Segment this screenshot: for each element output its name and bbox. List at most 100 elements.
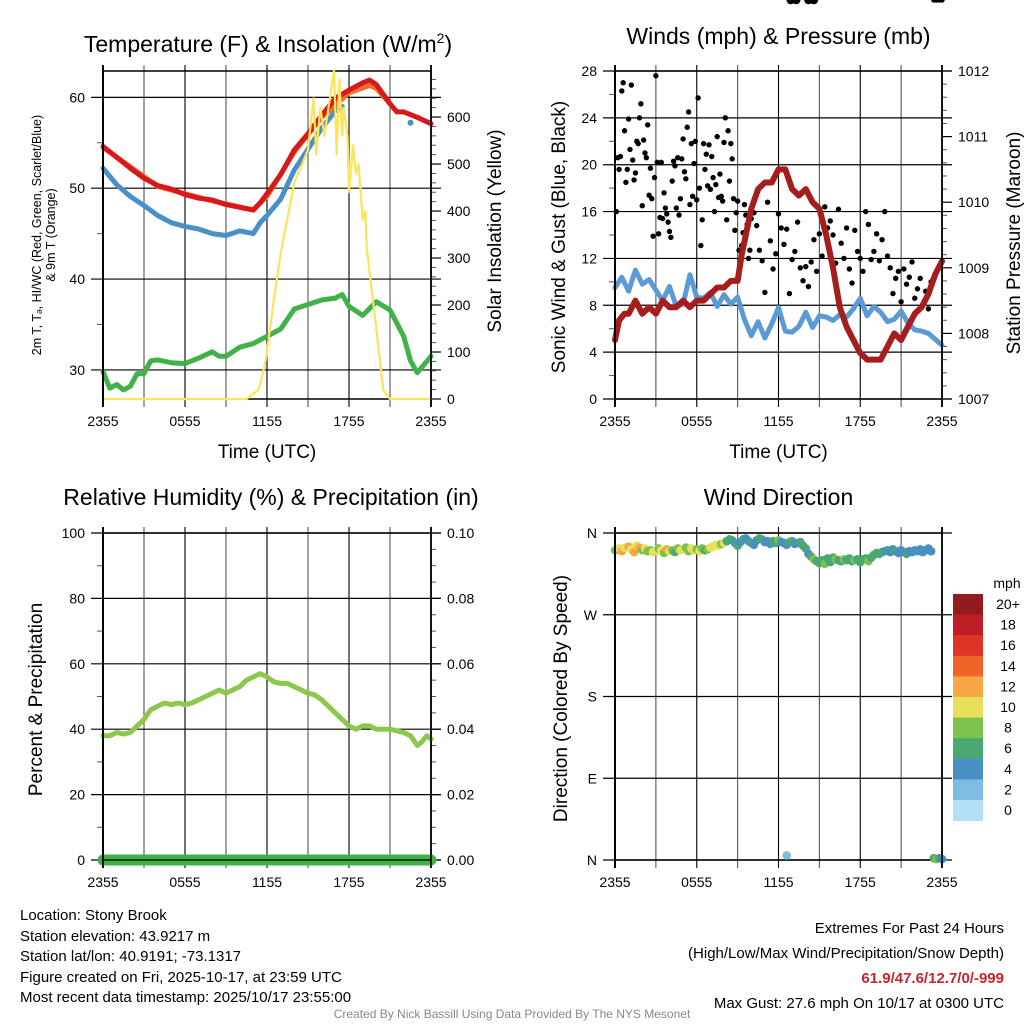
colorbar-swatch [953, 635, 983, 657]
y-tick-label: 0 [77, 852, 85, 868]
gust-point [754, 222, 760, 229]
gust-point [811, 236, 817, 243]
gust-point [901, 266, 907, 272]
heat-index-point [407, 119, 414, 126]
gust-point [627, 146, 633, 153]
y2-tick-label: 500 [447, 156, 471, 172]
gust-point [734, 198, 741, 204]
latest-data-text: Most recent data timestamp: 2025/10/17 2… [20, 989, 352, 1006]
max-gust-text: Max Gust: 27.6 mph On 10/17 at 0300 UTC [713, 995, 1004, 1012]
y2-axis-label: Solar Insolation (Yellow) [485, 129, 506, 332]
y-tick-label: 20 [581, 157, 597, 173]
y2-tick-label: 1010 [958, 194, 989, 210]
x-tick-label: 1155 [763, 874, 793, 890]
extremes-panel: Extremes For Past 24 Hours (High/Low/Max… [688, 916, 1004, 1016]
gust-point [863, 208, 869, 215]
y-axis-label: Percent & Precipitation [26, 603, 47, 796]
gust-point [835, 206, 842, 212]
gust-point [873, 231, 880, 237]
x-tick-label: 2355 [599, 874, 630, 890]
gust-point [691, 160, 697, 167]
gust-point [917, 275, 923, 282]
colorbar-swatch [953, 758, 983, 780]
gust-point [679, 156, 685, 162]
x-tick-label: 1155 [763, 413, 793, 429]
gust-point [871, 248, 877, 255]
gust-point [707, 186, 714, 193]
gust-point [687, 201, 693, 208]
gust-point [714, 133, 720, 140]
extremes-heading: Extremes For Past 24 Hours [814, 920, 1004, 937]
gust-point [711, 208, 718, 215]
chart-title: Wind Direction [704, 484, 854, 510]
gust-point [939, 0, 945, 3]
gust-point [756, 247, 763, 253]
gust-point [827, 218, 833, 224]
gust-point [909, 259, 915, 265]
gust-point [892, 275, 899, 282]
gust-point [846, 266, 853, 272]
gust-point [653, 72, 659, 79]
gust-point [645, 122, 651, 128]
gust-point [789, 256, 795, 263]
relative-humidity-line [100, 671, 434, 748]
gust-point [813, 268, 820, 275]
gust-point [655, 231, 662, 237]
gust-point [762, 289, 768, 296]
gust-point [876, 258, 883, 264]
gust-point [651, 174, 658, 181]
gust-point [808, 259, 814, 265]
gust-point [630, 157, 636, 163]
gust-point [668, 234, 674, 241]
gust-point [632, 170, 639, 176]
y2-tick-label: 200 [447, 297, 471, 313]
y-tick-label: S [588, 689, 597, 705]
sonic-wind-line [612, 267, 945, 348]
y2-tick-label: 0.10 [447, 525, 474, 541]
gust-point [623, 179, 629, 185]
gust-point [688, 140, 694, 147]
colorbar-swatch [953, 655, 983, 677]
gust-point [849, 280, 855, 286]
gust-point [775, 211, 782, 217]
gust-point [621, 128, 628, 134]
wind-direction-point [782, 851, 791, 860]
colorbar-swatch [953, 717, 983, 739]
gust-point [694, 197, 700, 203]
y-tick-label: 40 [69, 721, 85, 737]
gust-point [619, 88, 625, 94]
extremes-legend: (High/Low/Max Wind/Precipitation/Snow De… [688, 945, 1004, 962]
gust-point [914, 286, 921, 292]
colorbar-label: 12 [1000, 678, 1016, 694]
gust-point [664, 211, 670, 217]
gust-point [631, 177, 637, 183]
colorbar-title: mph [993, 575, 1020, 591]
title-superscript: 2 [437, 30, 445, 46]
gust-point [670, 158, 677, 164]
gust-point [636, 115, 643, 121]
gust-point [767, 238, 774, 244]
y-tick-label: 16 [581, 204, 597, 220]
gust-point [689, 193, 696, 200]
y-tick-label: 12 [581, 250, 597, 266]
gust-point [665, 219, 671, 225]
gust-point [650, 233, 656, 239]
y2-tick-label: 0.00 [447, 852, 474, 868]
gust-point [698, 242, 704, 249]
gust-point [661, 190, 667, 196]
gust-point [724, 217, 730, 223]
x-tick-label: 1155 [252, 874, 282, 890]
gust-point [676, 212, 682, 218]
x-tick-label: 0555 [681, 413, 712, 429]
gust-point [662, 205, 669, 211]
gust-point [759, 258, 765, 264]
y2-axis-label: Station Pressure (Maroon) [1004, 132, 1024, 355]
colorbar-label: 4 [1004, 761, 1012, 777]
gust-point [696, 185, 703, 191]
title-end: ) [444, 31, 452, 57]
gust-point [703, 151, 709, 157]
gust-point [730, 195, 737, 202]
x-tick-label: 2355 [415, 413, 446, 429]
gust-point [745, 255, 752, 262]
gust-point [838, 240, 844, 246]
